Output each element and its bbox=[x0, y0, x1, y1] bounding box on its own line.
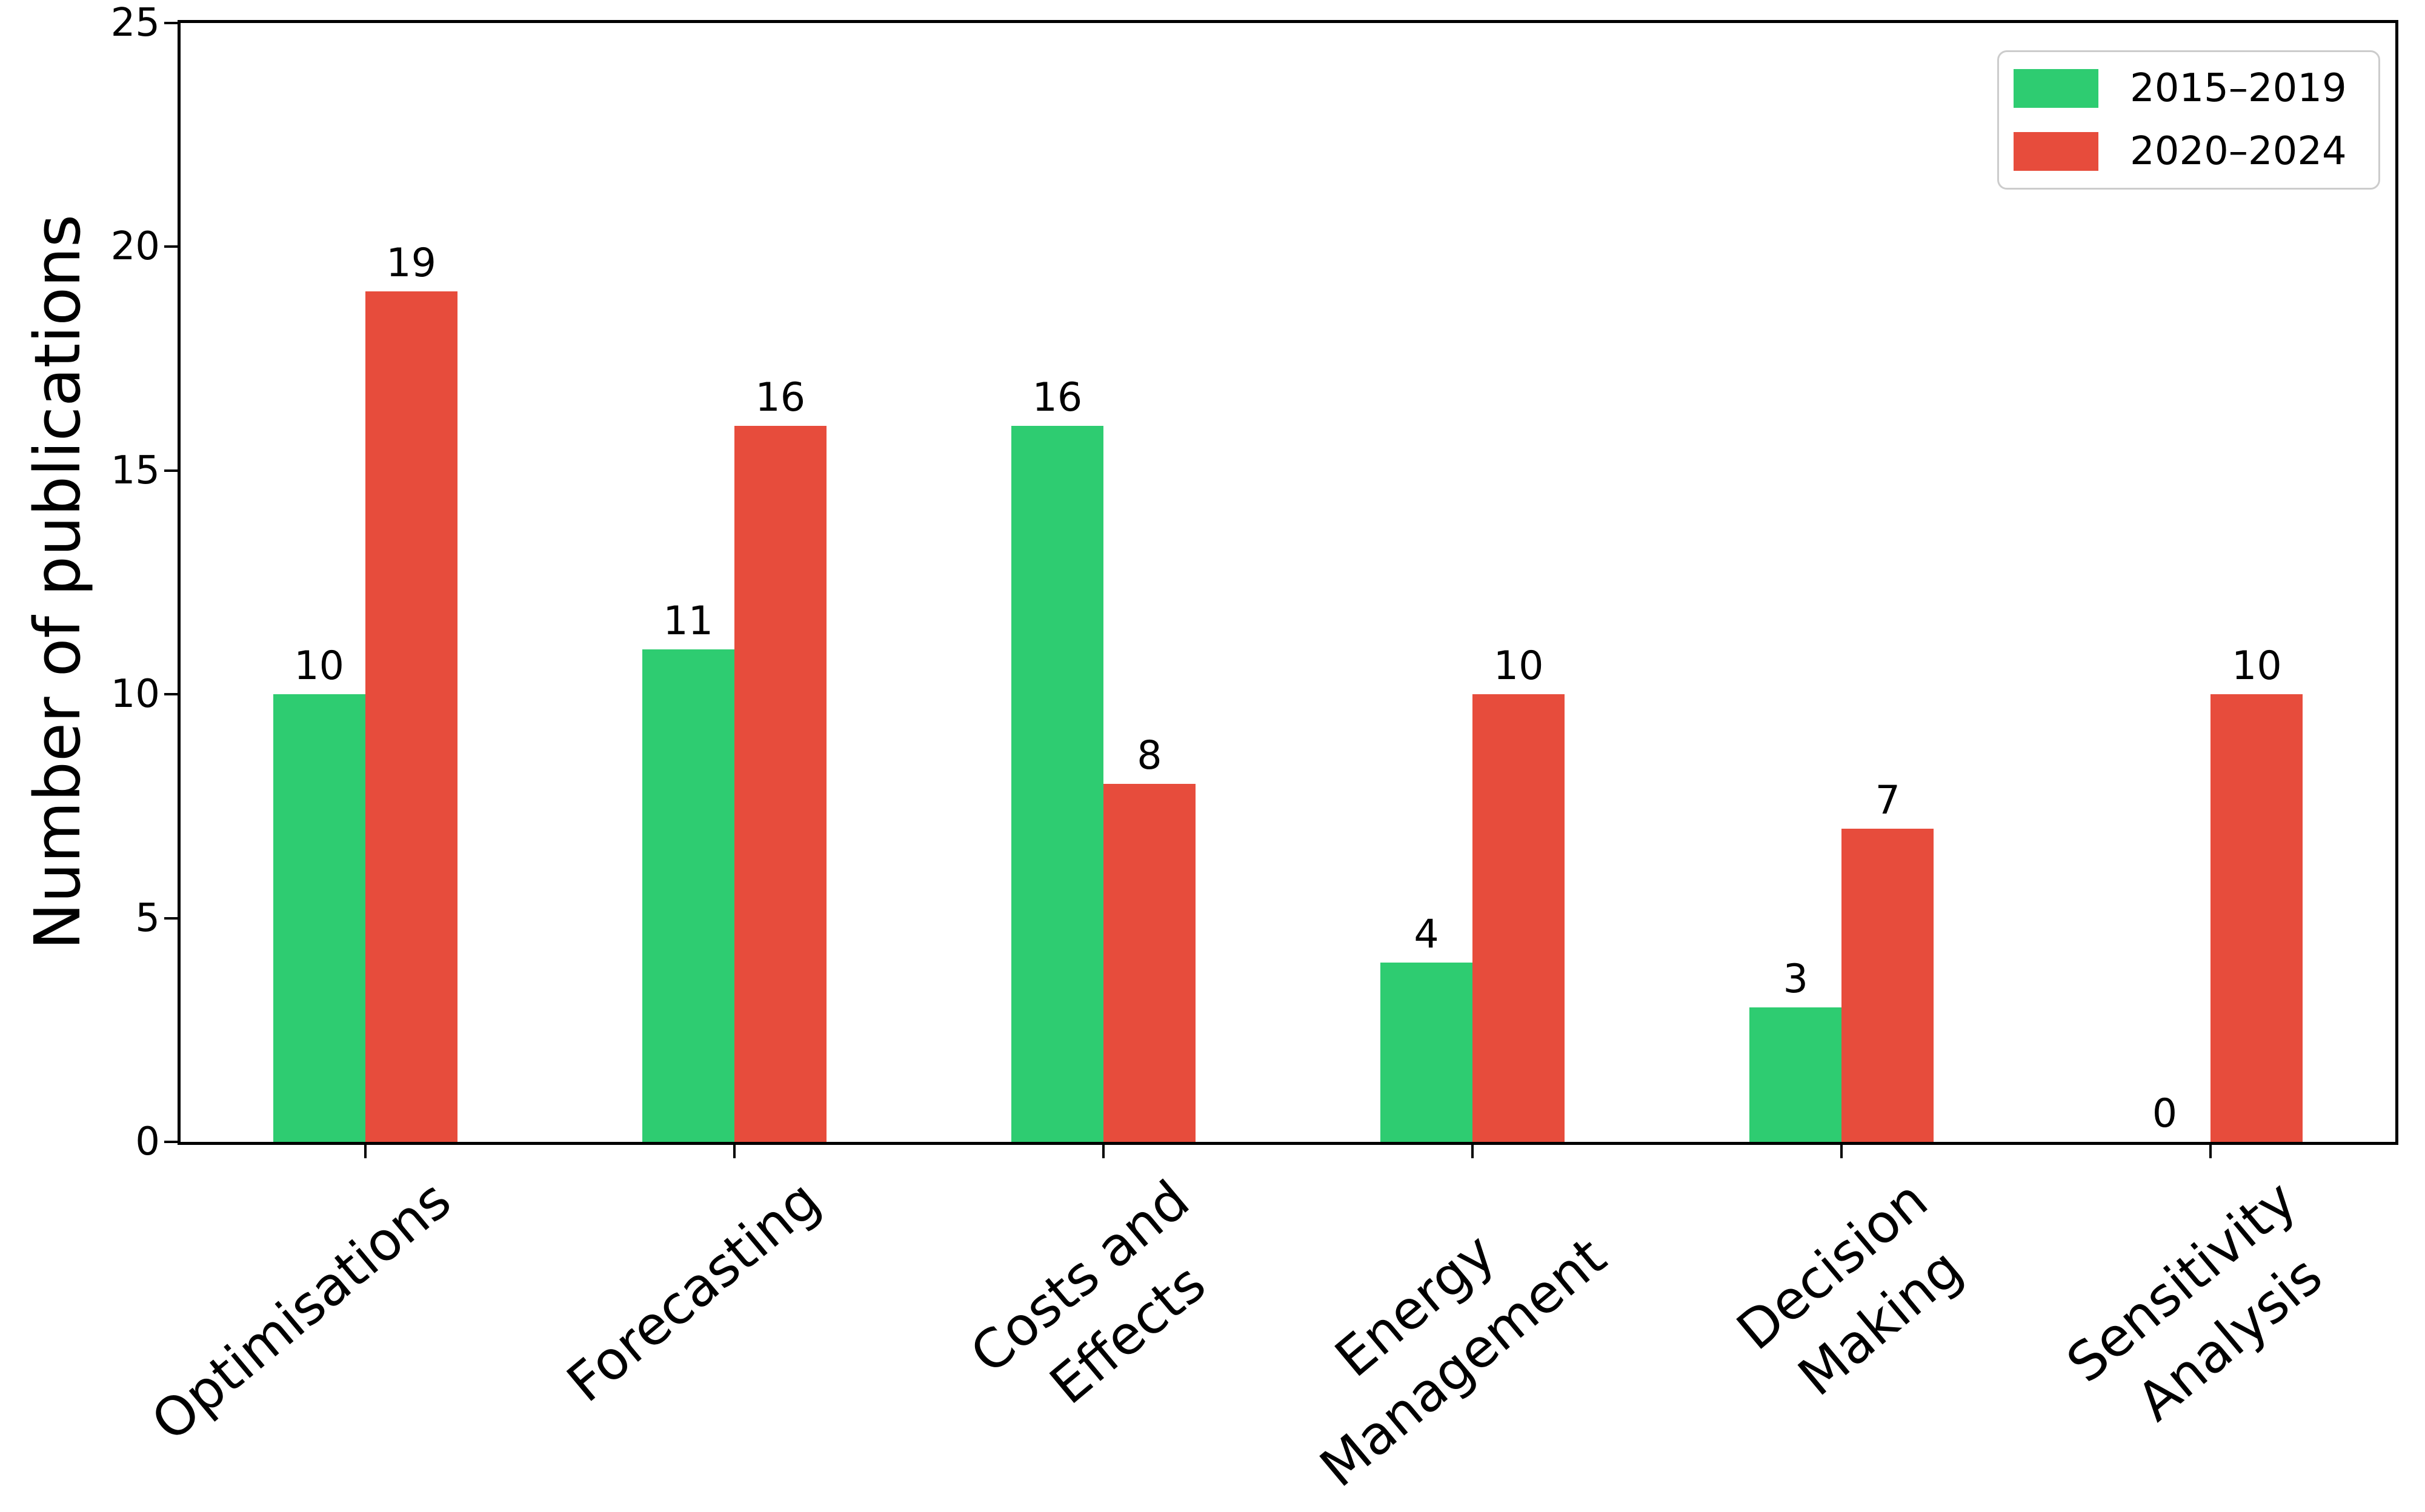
x-category-label: Energy Management bbox=[1308, 1221, 1618, 1499]
x-category-label: Costs and Effects bbox=[959, 1168, 1217, 1416]
legend: 2015–2019 2020–2024 bbox=[1997, 50, 2380, 190]
legend-item: 2020–2024 bbox=[2014, 132, 2360, 171]
x-category-label: Optimisations bbox=[139, 1168, 463, 1453]
y-tick-label: 10 bbox=[110, 672, 160, 717]
legend-item: 2015–2019 bbox=[2014, 69, 2360, 108]
x-tick bbox=[1102, 1145, 1105, 1158]
legend-swatch-2015-2019-icon bbox=[2014, 69, 2098, 108]
bar-value-label: 16 bbox=[1032, 374, 1083, 420]
bar-value-label: 8 bbox=[1137, 732, 1162, 778]
bar-value-label: 16 bbox=[755, 374, 806, 420]
y-tick bbox=[164, 693, 178, 696]
bar-value-label: 10 bbox=[294, 643, 344, 689]
y-tick bbox=[164, 22, 178, 24]
bar-2020–2024 bbox=[1472, 694, 1565, 1142]
bar-2015–2019 bbox=[1011, 425, 1103, 1142]
x-category-label: Forecasting bbox=[555, 1168, 832, 1414]
y-tick-label: 5 bbox=[135, 895, 160, 941]
x-category-label: Decision Making bbox=[1725, 1168, 1974, 1408]
y-tick-label: 20 bbox=[110, 224, 160, 270]
x-tick bbox=[733, 1145, 736, 1158]
bar-2020–2024 bbox=[2210, 694, 2303, 1142]
bar-2020–2024 bbox=[1103, 783, 1196, 1142]
y-tick bbox=[164, 1141, 178, 1143]
y-tick bbox=[164, 245, 178, 248]
y-tick bbox=[164, 469, 178, 472]
legend-label: 2020–2024 bbox=[2130, 129, 2347, 174]
x-tick bbox=[2209, 1145, 2212, 1158]
bar-value-label: 11 bbox=[663, 598, 714, 645]
y-tick-label: 15 bbox=[110, 448, 160, 493]
y-tick-label: 0 bbox=[135, 1119, 160, 1164]
bar-value-label: 19 bbox=[386, 240, 436, 287]
y-axis-title: Number of publications bbox=[21, 214, 95, 950]
bar-2015–2019 bbox=[1380, 963, 1473, 1142]
bar-2020–2024 bbox=[734, 425, 827, 1142]
legend-label: 2015–2019 bbox=[2130, 66, 2347, 111]
plot-area: 10 19 11 16 16 8 4 10 3 7 0 10 0 5 10 15 20 25 Optimisati… bbox=[111, 4, 2398, 1499]
bar-2020–2024 bbox=[365, 291, 457, 1142]
x-tick bbox=[364, 1145, 367, 1158]
bar-value-label: 3 bbox=[1783, 957, 1808, 1003]
bar-value-label: 10 bbox=[2232, 643, 2282, 689]
x-tick bbox=[1840, 1145, 1843, 1158]
y-tick-label: 25 bbox=[110, 1, 160, 45]
bar-value-label: 0 bbox=[2152, 1091, 2178, 1136]
bar-2015–2019 bbox=[642, 649, 734, 1142]
y-tick bbox=[164, 917, 178, 920]
bar-value-label: 7 bbox=[1875, 777, 1900, 823]
x-tick bbox=[1471, 1145, 1474, 1158]
bar-2015–2019 bbox=[1749, 1007, 1842, 1142]
legend-swatch-2020-2024-icon bbox=[2014, 132, 2098, 171]
bar-value-label: 4 bbox=[1414, 912, 1439, 958]
bar-value-label: 10 bbox=[1493, 643, 1544, 689]
bar-2015–2019 bbox=[273, 694, 365, 1142]
bar-2020–2024 bbox=[1841, 828, 1934, 1142]
x-category-label: Sensitivity Analysis bbox=[2055, 1168, 2334, 1433]
